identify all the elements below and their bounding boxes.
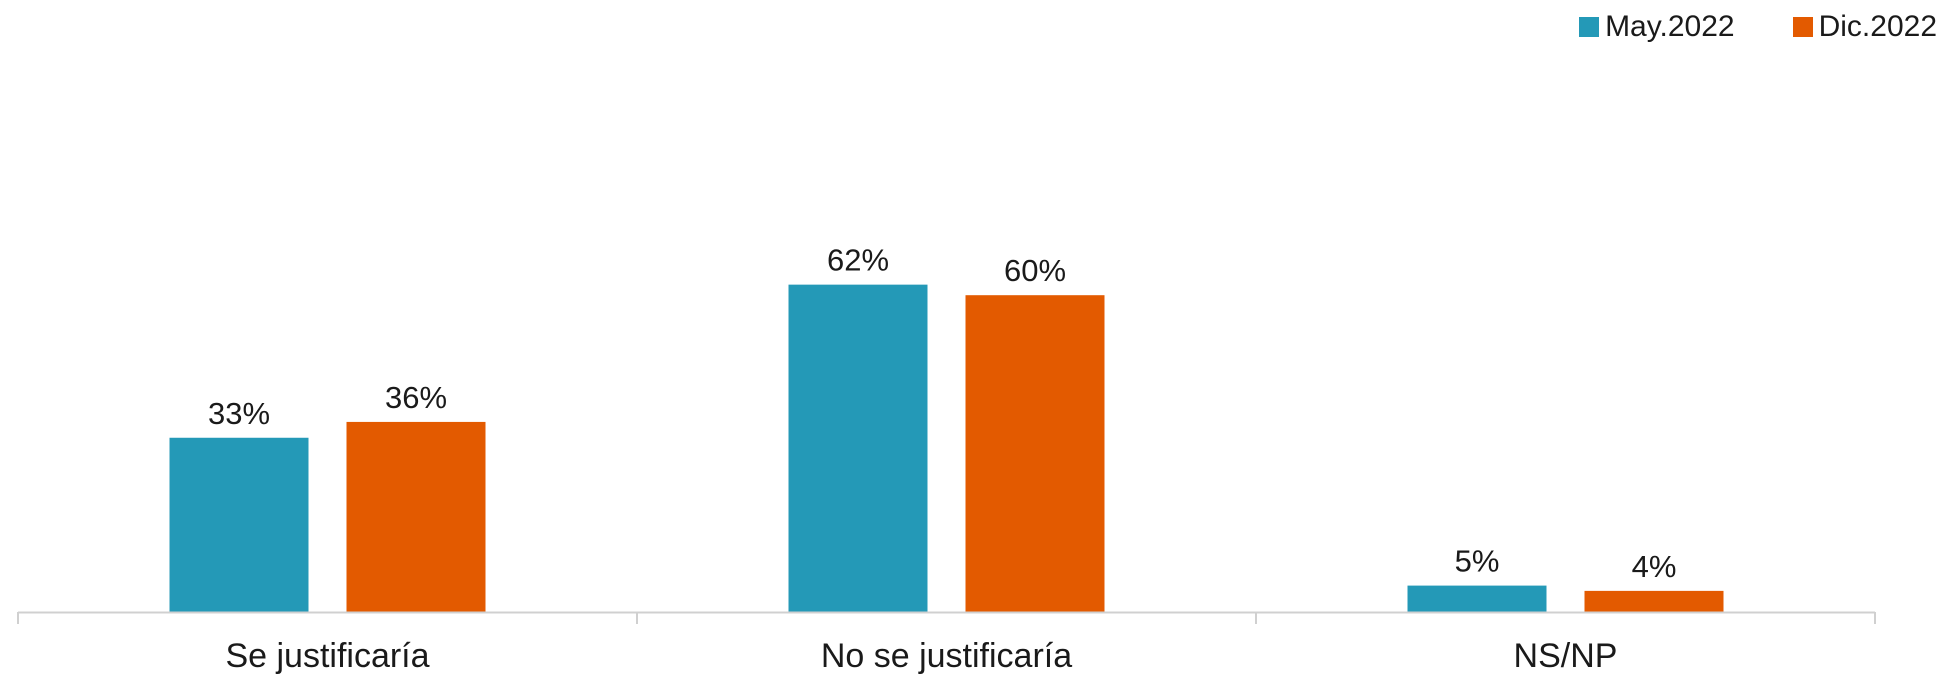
chart-legend: May.2022 Dic.2022 [1579, 10, 1941, 44]
data-label-dic-2022-ns-np: 4% [1632, 549, 1677, 584]
bar-dic-2022-se-justificaria [346, 421, 486, 612]
bars-group: 33% 36% 62% 60% 5% 4% [169, 243, 1724, 612]
bar-dic-2022-no-se-justificaria [965, 295, 1105, 612]
legend-item-dic-2022: Dic.2022 [1792, 10, 1937, 44]
legend-label-may-2022: May.2022 [1605, 10, 1735, 43]
bar-may-2022-no-se-justificaria [788, 284, 928, 612]
data-label-dic-2022-se-justificaria: 36% [385, 380, 447, 415]
legend-label-dic-2022: Dic.2022 [1818, 10, 1937, 43]
category-label-se-justificaria: Se justificaría [225, 637, 429, 675]
x-axis: Se justificaría No se justificaría NS/NP [17, 611, 1876, 675]
data-label-may-2022-ns-np: 5% [1455, 544, 1500, 579]
bar-dic-2022-ns-np [1584, 590, 1724, 612]
legend-swatch-may-2022 [1579, 17, 1600, 37]
data-label-may-2022-no-se-justificaria: 62% [827, 243, 889, 278]
bar-may-2022-se-justificaria [169, 437, 309, 612]
bar-may-2022-ns-np [1407, 585, 1547, 612]
data-label-dic-2022-no-se-justificaria: 60% [1004, 253, 1066, 288]
category-label-no-se-justificaria: No se justificaría [821, 637, 1072, 675]
legend-item-may-2022: May.2022 [1579, 10, 1735, 44]
data-label-may-2022-se-justificaria: 33% [208, 396, 270, 431]
category-label-ns-np: NS/NP [1514, 637, 1618, 675]
legend-swatch-dic-2022 [1792, 17, 1813, 37]
